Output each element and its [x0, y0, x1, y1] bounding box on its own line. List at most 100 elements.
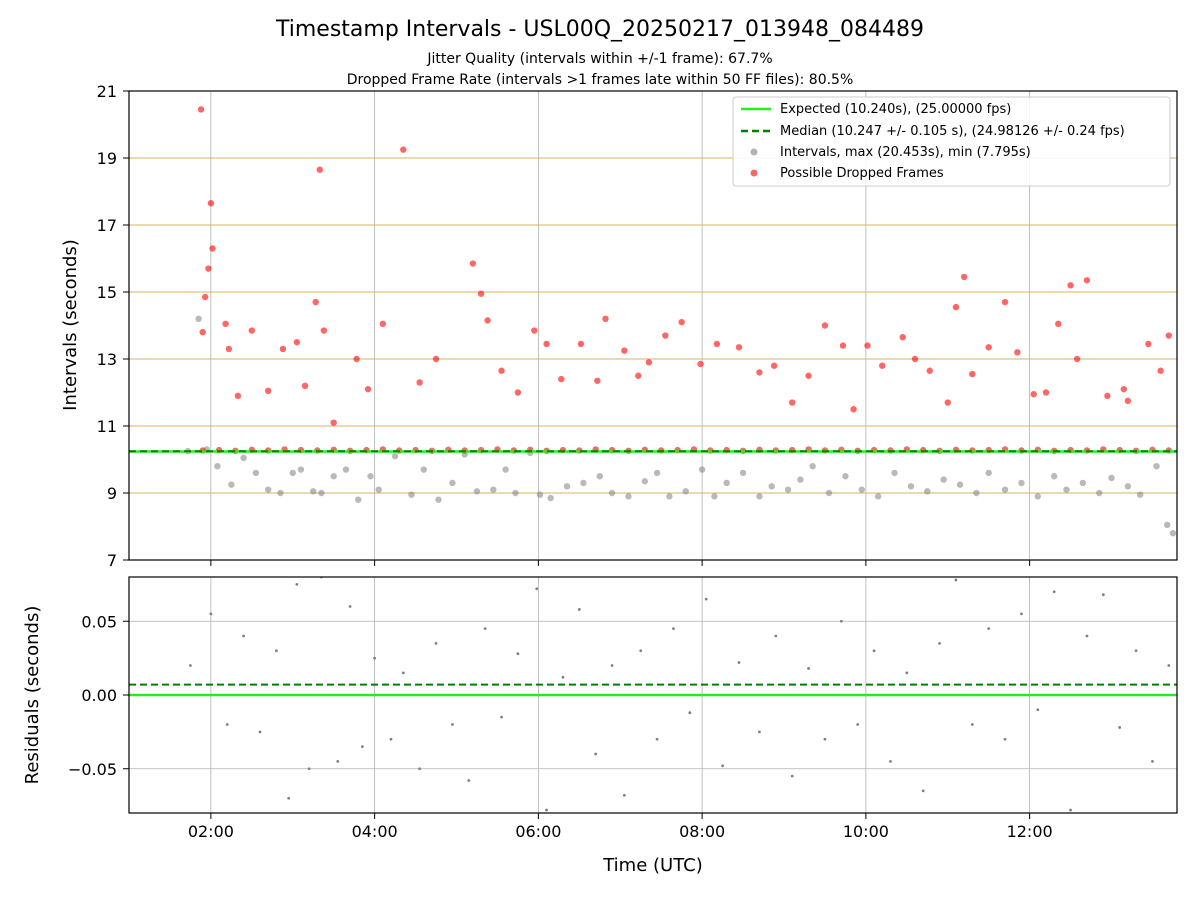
interval-point — [240, 454, 247, 462]
interval-point — [985, 469, 992, 477]
dropped-frame-point — [400, 146, 407, 153]
residual-point — [535, 587, 539, 591]
residual-point — [577, 608, 581, 611]
residual-point — [373, 656, 377, 660]
dropped-frame-point — [301, 382, 309, 389]
interval-point — [1153, 463, 1160, 470]
interval-point — [907, 483, 915, 490]
interval-point — [1034, 493, 1042, 500]
residual-point — [545, 808, 548, 812]
dropped-frame-point — [805, 372, 812, 379]
interval-point — [874, 493, 882, 500]
intervals-y-axis-label: Intervals (seconds) — [60, 239, 81, 411]
residual-point — [1069, 808, 1072, 812]
intervals-y-tick-label: 11 — [97, 417, 117, 436]
dropped-frame-point — [1165, 332, 1173, 339]
dropped-frame-point — [788, 399, 796, 406]
dropped-frame-point — [944, 399, 951, 406]
residual-point — [672, 627, 675, 631]
dropped-frame-point — [469, 260, 477, 267]
residual-point — [307, 767, 311, 771]
dropped-frame-point — [201, 293, 209, 301]
dropped-frame-point — [821, 322, 829, 329]
dropped-frame-point — [558, 375, 565, 383]
interval-point — [310, 488, 317, 495]
residual-point — [401, 671, 405, 675]
interval-point — [825, 489, 833, 497]
interval-point — [682, 488, 689, 495]
residual-point — [1085, 634, 1089, 638]
residual-point — [1003, 737, 1007, 741]
dropped-frame-point — [316, 166, 323, 173]
legend: Expected (10.240s), (25.00000 fps) Media… — [732, 96, 1171, 187]
x-tick-label: 10:00 — [843, 822, 889, 841]
residual-point — [721, 764, 724, 768]
interval-point — [973, 489, 980, 497]
dropped-frame-point — [330, 419, 337, 426]
interval-point — [318, 489, 325, 497]
dropped-frame-point — [293, 339, 301, 346]
intervals-y-tick-label: 15 — [97, 283, 117, 302]
residual-point — [225, 723, 229, 726]
dropped-frame-point — [320, 327, 328, 334]
residual-point — [209, 612, 213, 616]
residuals-plot-area — [129, 577, 1177, 812]
residual-point — [348, 605, 352, 608]
residual-point — [1118, 726, 1122, 729]
interval-point — [342, 466, 350, 473]
intervals-y-tick-label: 13 — [97, 350, 117, 369]
residual-point — [1134, 649, 1138, 653]
residual-point — [1036, 708, 1040, 712]
interval-point — [842, 473, 849, 480]
interval-point — [608, 489, 616, 497]
dropped-frame-point — [205, 265, 212, 272]
dropped-frame-point — [364, 385, 372, 393]
interval-point — [858, 486, 865, 493]
interval-point — [264, 486, 272, 493]
interval-point — [355, 496, 362, 503]
legend-dropped-frames-marker — [750, 169, 758, 177]
residual-point — [483, 627, 487, 631]
interval-point — [1124, 483, 1132, 490]
dropped-frame-point — [960, 273, 968, 281]
interval-point — [214, 463, 221, 470]
intervals-y-tick-label: 19 — [97, 149, 117, 168]
dropped-frame-point — [864, 342, 871, 349]
dropped-frame-point — [602, 315, 609, 322]
dropped-frame-point — [514, 389, 522, 396]
residual-point — [938, 641, 941, 645]
interval-point — [653, 469, 661, 477]
interval-point — [449, 479, 456, 487]
interval-point — [408, 491, 415, 498]
residual-point — [561, 675, 565, 679]
interval-point — [473, 488, 481, 495]
dropped-frame-point — [1001, 298, 1009, 306]
dropped-frame-point — [850, 406, 857, 413]
dropped-frame-point — [498, 367, 505, 374]
interval-point — [195, 315, 202, 322]
interval-point — [580, 479, 587, 487]
interval-point — [956, 481, 964, 488]
intervals-panel: 7 9 11 13 15 17 19 21 Intervals (seconds) Expec… — [60, 82, 1178, 570]
dropped-frame-point — [279, 345, 287, 353]
interval-point — [698, 466, 706, 473]
residual-point — [258, 730, 262, 734]
interval-point — [375, 486, 382, 493]
interval-point — [1001, 486, 1009, 493]
dropped-frame-point — [756, 369, 763, 376]
residual-point — [1052, 590, 1056, 594]
residual-point — [839, 619, 843, 623]
dropped-frame-point — [879, 362, 886, 369]
x-tick-label: 06:00 — [515, 822, 561, 841]
dropped-frame-point — [1067, 282, 1074, 289]
residual-point — [389, 737, 393, 741]
time-x-axis-label: Time (UTC) — [602, 855, 703, 876]
dropped-frame-point — [635, 372, 642, 379]
interval-point — [420, 466, 427, 473]
interval-point — [666, 493, 673, 500]
dropped-frame-point — [1083, 277, 1091, 284]
legend-dropped-frames-label: Possible Dropped Frames — [780, 166, 944, 181]
residual-point — [360, 745, 364, 749]
jitter-quality-subtitle: Jitter Quality (intervals within +/-1 fr… — [426, 51, 772, 67]
residual-point — [655, 737, 659, 741]
